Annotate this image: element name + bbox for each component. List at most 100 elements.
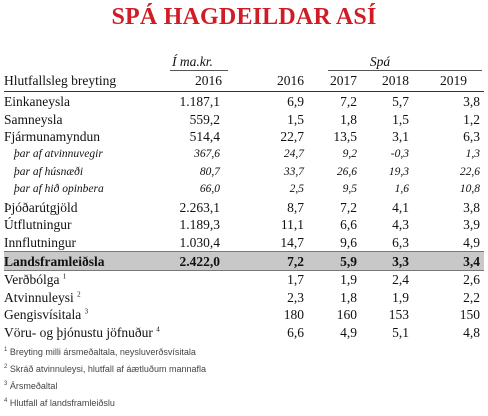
table-row: Samneysla 559,2 1,5 1,8 1,5 1,2 bbox=[4, 111, 484, 129]
value-cell: 514,4 bbox=[189, 129, 220, 145]
row-label-cell: Fjármunamyndun bbox=[4, 128, 169, 146]
footnote-number: 2 bbox=[4, 364, 8, 370]
value-cell: 19,3 bbox=[388, 165, 409, 178]
table-row: Útflutningur 1.189,3 11,1 6,6 4,3 3,9 bbox=[4, 216, 484, 234]
footnote-marker: 3 bbox=[84, 307, 89, 316]
table-row: Fjármunamyndun 514,4 22,7 13,5 3,1 6,3 bbox=[4, 128, 484, 146]
footnote-number: 4 bbox=[4, 398, 8, 404]
value-cell: 7,2 bbox=[340, 199, 357, 215]
row-label-cell: Innflutningur bbox=[4, 234, 169, 252]
value-cell: 2.422,0 bbox=[169, 251, 226, 271]
unit-label: Í ma.kr. bbox=[172, 54, 213, 69]
table-row: Vöru- og þjónustu jöfnuður 4 6,6 4,9 5,1 4,8 bbox=[4, 324, 484, 342]
value-cell: 2,6 bbox=[463, 272, 480, 288]
value-cell: 2,4 bbox=[392, 272, 409, 288]
row-label-cell: þar af húsnæði bbox=[4, 163, 169, 181]
footnote: 2 Skráð atvinnuleysi, hlutfall af áætluð… bbox=[4, 364, 206, 374]
table-row: Verðbólga 1 1,7 1,9 2,4 2,6 bbox=[4, 270, 484, 288]
value-cell: 1,9 bbox=[340, 272, 357, 288]
row-label-cell: þar af hið opinbera bbox=[4, 181, 169, 199]
value-cell: 1.189,3 bbox=[179, 217, 221, 233]
value-cell: 367,6 bbox=[194, 148, 220, 161]
forecast-label: Spá bbox=[369, 54, 391, 69]
row-label: Þjóðarútgjöld bbox=[4, 199, 78, 215]
year-header-2016-amount: 2016 bbox=[195, 73, 222, 88]
value-cell: 3,9 bbox=[463, 217, 480, 233]
footnote-text: Skráð atvinnuleysi, hlutfall af áætluðum… bbox=[9, 364, 206, 374]
value-cell: 3,1 bbox=[392, 129, 409, 145]
row-label: Verðbólga bbox=[4, 272, 60, 288]
value-cell bbox=[169, 289, 226, 307]
value-cell: 153 bbox=[388, 307, 409, 323]
value-cell: 8,7 bbox=[287, 199, 304, 215]
value-cell: 1,6 bbox=[394, 183, 409, 196]
value-cell: 5,7 bbox=[392, 94, 409, 110]
row-label: þar af húsnæði bbox=[14, 165, 84, 178]
footnote-number: 1 bbox=[4, 347, 8, 353]
footnote-marker: 2 bbox=[77, 290, 81, 299]
footnote-text: Hlutfall af landsframleiðslu bbox=[9, 398, 115, 408]
row-label-cell: Útflutningur bbox=[4, 216, 169, 234]
value-cell: 1.030,4 bbox=[179, 235, 221, 251]
row-label-cell: Vöru- og þjónustu jöfnuður 4 bbox=[4, 324, 169, 342]
header-rule bbox=[4, 91, 484, 92]
value-cell: 7,2 bbox=[226, 251, 308, 271]
value-cell: 1,5 bbox=[392, 111, 409, 127]
table-row: Atvinnuleysi 2 2,3 1,8 1,9 2,2 bbox=[4, 289, 484, 307]
row-label-cell: þar af atvinnuvegir bbox=[4, 146, 169, 164]
year-header-2019: 2019 bbox=[440, 73, 467, 88]
value-cell bbox=[169, 270, 226, 288]
table-row-total: Landsframleiðsla 2.422,0 7,2 5,9 3,3 3,4 bbox=[4, 251, 484, 271]
row-label: Útflutningur bbox=[4, 217, 72, 233]
row-label: Einkaneysla bbox=[4, 94, 70, 110]
row-label-cell: Gengisvísitala 3 bbox=[4, 306, 169, 324]
value-cell: 66,0 bbox=[199, 183, 220, 196]
row-label: þar af hið opinbera bbox=[14, 183, 104, 196]
value-cell: 4,9 bbox=[340, 325, 357, 341]
value-cell: 33,7 bbox=[283, 165, 304, 178]
unit-underline bbox=[170, 70, 228, 71]
value-cell: 4,1 bbox=[392, 199, 409, 215]
value-cell: 1,8 bbox=[340, 289, 357, 305]
table-row: þar af húsnæði 80,7 33,7 26,6 19,3 22,6 bbox=[4, 163, 484, 181]
value-cell: 1,9 bbox=[392, 289, 409, 305]
value-cell: 2,5 bbox=[289, 183, 304, 196]
value-cell: 6,3 bbox=[392, 235, 409, 251]
value-cell: 14,7 bbox=[280, 235, 304, 251]
footnote: 3 Ársmeðaltal bbox=[4, 381, 57, 391]
row-label: Vöru- og þjónustu jöfnuður bbox=[4, 325, 153, 341]
footnote-marker: 1 bbox=[62, 272, 67, 281]
value-cell: 13,5 bbox=[333, 129, 357, 145]
footnote-marker: 4 bbox=[156, 325, 160, 334]
value-cell: 3,8 bbox=[463, 94, 480, 110]
forecast-underline bbox=[328, 70, 482, 71]
value-cell bbox=[169, 324, 226, 342]
value-cell: 10,8 bbox=[459, 183, 480, 196]
footnote-number: 3 bbox=[4, 381, 8, 387]
row-label-cell: Atvinnuleysi 2 bbox=[4, 289, 169, 307]
footnote: 4 Hlutfall af landsframleiðslu bbox=[4, 398, 115, 408]
value-cell: 3,4 bbox=[413, 251, 484, 271]
table-row: Gengisvísitala 3 180 160 153 150 bbox=[4, 306, 484, 324]
value-cell: 2,3 bbox=[287, 289, 304, 305]
value-cell: 11,1 bbox=[280, 217, 304, 233]
value-cell: 80,7 bbox=[199, 165, 220, 178]
row-label: Fjármunamyndun bbox=[4, 129, 100, 145]
value-cell: 1,8 bbox=[340, 111, 357, 127]
year-header-2016: 2016 bbox=[277, 73, 304, 88]
value-cell: 180 bbox=[283, 307, 304, 323]
value-cell: 24,7 bbox=[283, 148, 304, 161]
row-label-cell: Verðbólga 1 bbox=[4, 270, 169, 288]
value-cell: 6,6 bbox=[340, 217, 357, 233]
row-label: Landsframleiðsla bbox=[4, 253, 105, 269]
value-cell: 5,9 bbox=[308, 251, 361, 271]
value-cell: 1,2 bbox=[463, 111, 480, 127]
footnote: 1 Breyting milli ársmeðaltala, neysluver… bbox=[4, 347, 196, 357]
row-label: Innflutningur bbox=[4, 235, 76, 251]
table-row: Þjóðarútgjöld 2.263,1 8,7 7,2 4,1 3,8 bbox=[4, 199, 484, 217]
value-cell: 3,3 bbox=[361, 251, 413, 271]
value-cell: 1.187,1 bbox=[179, 94, 221, 110]
row-label: Atvinnuleysi bbox=[4, 289, 74, 305]
row-label: Samneysla bbox=[4, 111, 63, 127]
page-title: SPÁ HAGDEILDAR ASÍ bbox=[111, 4, 377, 30]
